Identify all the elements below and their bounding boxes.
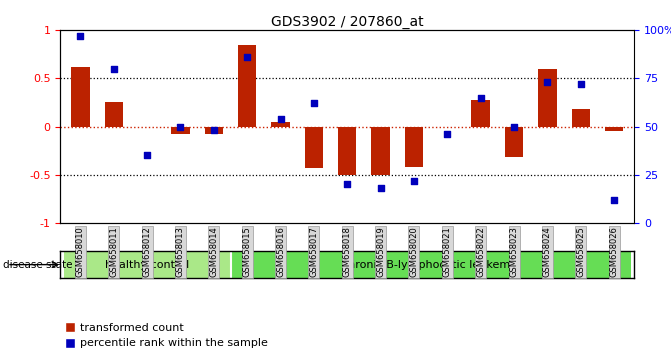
Point [609,197,619,203]
Point [75,33,86,39]
Bar [271,122,290,127]
Bar [238,45,256,127]
Point [575,81,586,87]
Bar [231,251,631,278]
Title: GDS3902 / 207860_at: GDS3902 / 207860_at [271,15,423,29]
Point [142,153,152,158]
Point [442,131,453,137]
Point [542,79,553,85]
Legend: transformed count, percentile rank within the sample: transformed count, percentile rank withi… [66,323,268,348]
Point [242,54,252,60]
Bar [372,127,390,175]
Text: GSM658022: GSM658022 [476,227,485,277]
Text: GSM658023: GSM658023 [509,227,519,278]
Point [109,66,119,72]
Text: GSM658024: GSM658024 [543,227,552,277]
Bar [505,127,523,158]
Bar [538,69,556,127]
Bar [472,99,490,127]
Text: GSM658013: GSM658013 [176,227,185,278]
Bar [605,127,623,131]
Bar [105,102,123,127]
Point [209,127,219,133]
Text: GSM658012: GSM658012 [143,227,152,277]
Point [342,182,353,187]
Bar [572,109,590,127]
Text: GSM658015: GSM658015 [243,227,252,277]
Bar [338,127,356,175]
Point [175,124,186,130]
Text: GSM658021: GSM658021 [443,227,452,277]
Text: GSM658010: GSM658010 [76,227,85,277]
Point [475,95,486,101]
Text: GSM658025: GSM658025 [576,227,585,277]
Text: GSM658011: GSM658011 [109,227,118,277]
Text: GSM658026: GSM658026 [609,227,619,278]
Point [409,178,419,183]
Text: GSM658020: GSM658020 [409,227,419,277]
Text: GSM658014: GSM658014 [209,227,218,277]
Point [509,124,519,130]
Text: GSM658018: GSM658018 [343,227,352,278]
Text: GSM658019: GSM658019 [376,227,385,277]
Point [375,185,386,191]
Text: GSM658017: GSM658017 [309,227,318,278]
Bar [64,251,231,278]
Bar [405,127,423,167]
Text: disease state: disease state [3,260,73,270]
Text: GSM658016: GSM658016 [276,227,285,278]
Point [309,101,319,106]
Bar [205,127,223,134]
Text: healthy control: healthy control [105,259,189,270]
Bar [171,127,190,134]
Point [275,116,286,122]
Bar [305,127,323,168]
Text: chronic B-lymphocytic leukemia: chronic B-lymphocytic leukemia [342,259,520,270]
Bar [71,67,89,127]
